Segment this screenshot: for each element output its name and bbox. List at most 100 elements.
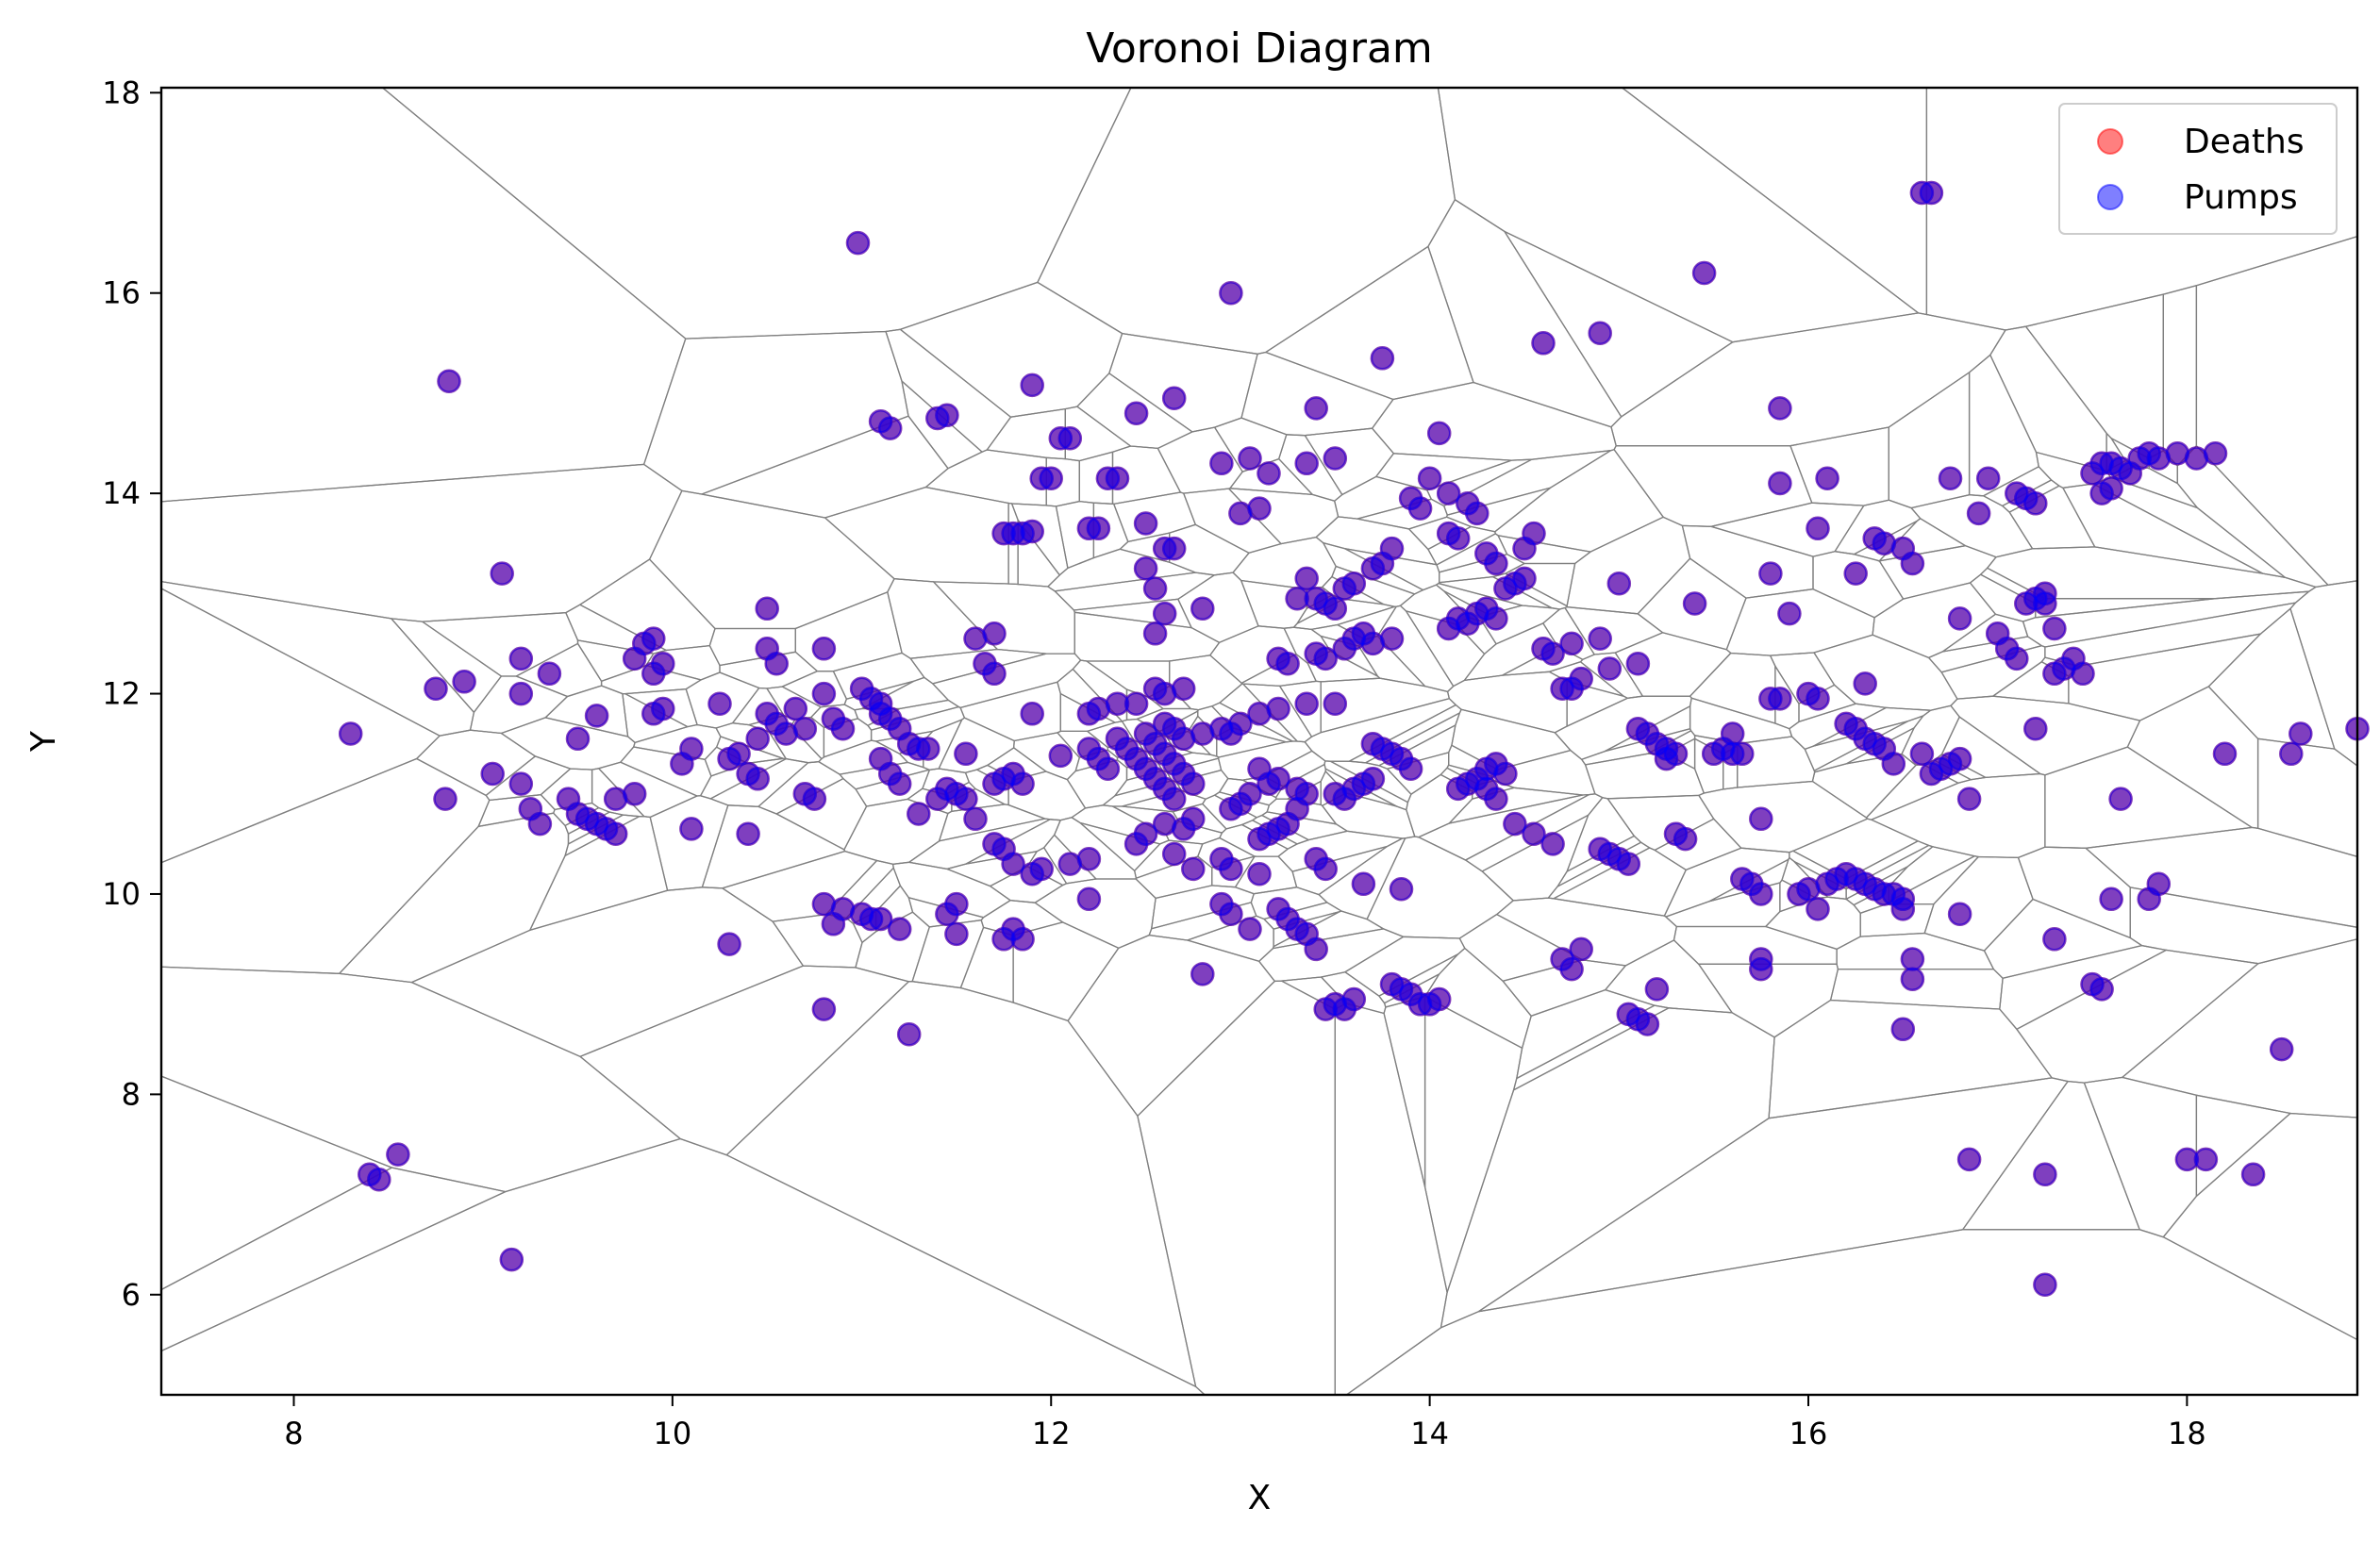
point-pumps <box>537 661 562 687</box>
point-pumps <box>1947 606 1972 631</box>
point-pumps <box>651 651 675 676</box>
y-tick-label: 14 <box>102 475 141 511</box>
point-pumps <box>1559 631 1584 656</box>
point-pumps <box>1323 596 1348 621</box>
point-pumps <box>1758 561 1783 586</box>
point-pumps <box>1123 691 1149 716</box>
point-pumps <box>1190 596 1215 621</box>
point-pumps <box>1152 601 1177 626</box>
legend-marker-pumps <box>2097 184 2123 210</box>
point-pumps <box>367 1167 391 1192</box>
y-tick-label: 16 <box>102 275 141 311</box>
point-pumps <box>679 817 704 841</box>
y-tick-label: 10 <box>102 876 141 912</box>
point-pumps <box>480 761 505 787</box>
point-pumps <box>679 737 704 761</box>
point-pumps <box>916 737 940 761</box>
point-pumps <box>954 741 978 767</box>
point-pumps <box>2279 741 2304 767</box>
point-pumps <box>1426 421 1452 446</box>
point-pumps <box>1938 466 1963 490</box>
point-pumps <box>622 782 647 806</box>
point-pumps <box>433 787 458 811</box>
point-pumps <box>745 767 770 791</box>
point-pumps <box>1806 516 1830 541</box>
point-pumps <box>603 821 628 846</box>
point-pumps <box>2071 661 2095 687</box>
point-pumps <box>2099 476 2123 501</box>
point-pumps <box>1341 986 1367 1012</box>
point-pumps <box>2240 1162 2266 1187</box>
point-pumps <box>1247 496 1272 521</box>
point-pumps <box>868 408 893 434</box>
point-pumps <box>1323 691 1348 716</box>
point-pumps <box>1768 396 1792 421</box>
point-pumps <box>1493 761 1518 787</box>
point-pumps <box>1095 756 1121 781</box>
point-pumps <box>2269 1036 2294 1062</box>
point-pumps <box>1020 702 1044 726</box>
point-pumps <box>1806 897 1830 921</box>
point-pumps <box>1379 626 1405 651</box>
point-pumps <box>565 726 591 752</box>
point-pumps <box>1588 321 1612 345</box>
point-pumps <box>1417 466 1442 490</box>
point-pumps <box>868 906 893 932</box>
point-pumps <box>1209 451 1234 476</box>
point-pumps <box>1644 977 1670 1002</box>
y-axis-ticks: 6 8 10 12 14 16 18 <box>102 75 161 1313</box>
y-tick-label: 12 <box>102 676 141 712</box>
point-pumps <box>745 726 770 752</box>
point-pumps <box>1512 566 1537 591</box>
point-pumps <box>1142 621 1168 646</box>
point-pumps <box>887 771 912 796</box>
point-pumps <box>1407 496 1433 521</box>
point-pumps <box>1484 787 1508 811</box>
point-pumps <box>2033 1162 2057 1187</box>
point-pumps <box>792 716 818 741</box>
point-pumps <box>1323 446 1348 471</box>
point-pumps <box>1768 687 1792 711</box>
point-pumps <box>1730 741 1755 767</box>
point-pumps <box>717 932 741 956</box>
y-axis-label: Y <box>25 730 63 753</box>
point-pumps <box>1190 962 1215 986</box>
point-pumps <box>707 691 732 716</box>
point-pumps <box>1171 676 1196 701</box>
point-pumps <box>1133 511 1158 536</box>
point-pumps <box>1682 591 1707 616</box>
point-pumps <box>1625 651 1651 676</box>
point-pumps <box>1389 876 1414 902</box>
point-pumps <box>1426 986 1452 1012</box>
point-pumps <box>1522 821 1546 846</box>
point-pumps <box>1161 386 1187 410</box>
point-pumps <box>508 681 534 706</box>
point-pumps <box>386 1142 410 1167</box>
point-pumps <box>1975 466 2001 490</box>
point-pumps <box>954 787 978 811</box>
point-pumps <box>2023 491 2048 516</box>
point-pumps <box>1266 696 1290 721</box>
point-pumps <box>982 621 1007 646</box>
point-pumps <box>1123 401 1149 425</box>
point-pumps <box>2203 440 2228 466</box>
point-pumps <box>1275 651 1300 676</box>
point-pumps <box>651 696 675 721</box>
point-pumps <box>1294 451 1319 476</box>
point-pumps <box>1360 767 1386 791</box>
point-pumps <box>1370 346 1395 371</box>
point-pumps <box>944 891 969 917</box>
point-pumps <box>2288 721 2313 746</box>
point-pumps <box>1522 521 1546 546</box>
voronoi-cell <box>1318 837 1406 920</box>
point-pumps <box>1010 771 1035 796</box>
point-pumps <box>1654 746 1679 771</box>
point-pumps <box>1351 871 1376 897</box>
point-pumps <box>726 741 751 767</box>
point-pumps <box>1341 571 1367 596</box>
point-pumps <box>2033 1272 2057 1297</box>
point-pumps <box>783 696 808 721</box>
point-pumps <box>907 802 931 826</box>
point-pumps <box>1616 852 1641 876</box>
point-pumps <box>1465 501 1490 526</box>
